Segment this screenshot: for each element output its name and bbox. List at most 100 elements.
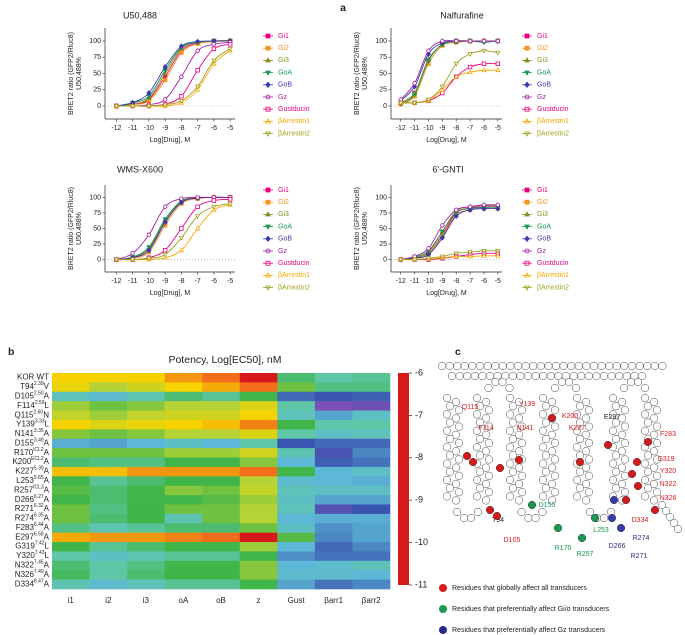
- column-label: Gust: [288, 596, 306, 605]
- heatmap-cell: [52, 401, 90, 411]
- heatmap-cell: [277, 373, 315, 383]
- heatmap-cell: [240, 476, 278, 486]
- residue: [499, 378, 507, 386]
- highlighted-residue: [515, 456, 523, 464]
- row-label: N3227.45A: [15, 560, 50, 570]
- heatmap-cell: [127, 401, 165, 411]
- highlighted-residue: [528, 501, 536, 509]
- heatmap-cell: [315, 504, 353, 514]
- column-label: oB: [216, 596, 226, 605]
- row-label-part: A: [44, 495, 50, 504]
- residue: [575, 362, 583, 370]
- heatmap-cell: [165, 486, 203, 496]
- heatmap-cell: [90, 411, 128, 421]
- residue: [641, 384, 649, 392]
- row-label: F2836.44A: [16, 522, 50, 532]
- heatmap-cell: [52, 542, 90, 552]
- residue: [446, 452, 454, 460]
- residue: [443, 443, 451, 451]
- row-label-part: 2.39: [34, 381, 44, 387]
- y-tick-label: 100: [89, 38, 101, 45]
- heatmap-cell: [202, 542, 240, 552]
- heatmap-cell: [240, 504, 278, 514]
- heatmap-cell: [352, 570, 390, 580]
- residue: [455, 488, 463, 496]
- residue: [644, 419, 652, 427]
- heatmap-cell: [315, 429, 353, 439]
- chart-title: 6'-GNTI: [432, 164, 463, 174]
- row-label: R170ICL2A: [14, 447, 50, 457]
- row-label-part: A: [44, 467, 50, 476]
- y-tick-label: 50: [93, 70, 101, 77]
- row-label-part: D155: [15, 439, 35, 448]
- residue: [471, 372, 479, 380]
- row-label: Q1152.60N: [15, 410, 50, 420]
- residue: [532, 514, 540, 522]
- residue: [576, 484, 584, 492]
- residue: [460, 514, 468, 522]
- residue: [539, 476, 547, 484]
- residue: [582, 497, 590, 505]
- residue: [621, 439, 629, 447]
- residue: [485, 439, 493, 447]
- heatmap-cell: [352, 476, 390, 486]
- residue: [499, 362, 507, 370]
- data-point: [468, 39, 472, 43]
- residue: [506, 427, 514, 435]
- x-tick-label: -11: [410, 125, 420, 132]
- heatmap-cell: [352, 401, 390, 411]
- residue: [473, 476, 481, 484]
- x-tick-label: -12: [396, 278, 406, 285]
- highlighted-residue: [486, 506, 494, 514]
- legend-label: Gi1: [278, 33, 289, 40]
- row-label-part: 7.43: [35, 550, 45, 556]
- residue: [641, 493, 649, 501]
- legend-label: Gi2: [537, 45, 548, 52]
- residue: [573, 476, 581, 484]
- heatmap-cell: [52, 429, 90, 439]
- residue: [621, 472, 629, 480]
- colorbar-tick-label: -8: [415, 452, 423, 462]
- heatmap-cell: [315, 542, 353, 552]
- data-point: [413, 81, 417, 85]
- y-tick-label: 50: [379, 70, 387, 77]
- x-tick-label: -6: [211, 278, 217, 285]
- legend-label: GoA: [278, 223, 292, 230]
- data-point: [482, 62, 486, 66]
- residue: [452, 497, 460, 505]
- legend-label: Residues that globally affect all transd…: [452, 585, 587, 592]
- residue: [585, 439, 593, 447]
- y-tick-label: 25: [93, 241, 101, 248]
- row-label-part: A: [44, 457, 50, 466]
- x-tick-label: -5: [495, 278, 501, 285]
- residue: [653, 439, 661, 447]
- heatmap-cell: [277, 551, 315, 561]
- heatmap-cell: [240, 495, 278, 505]
- heatmap-cell: [127, 542, 165, 552]
- legend-label: Gz: [278, 94, 287, 101]
- residue-label: D155: [539, 502, 556, 509]
- residue: [609, 460, 617, 468]
- heatmap-cell: [315, 392, 353, 402]
- heatmap-cell: [90, 373, 128, 383]
- y-tick-label: 100: [89, 194, 101, 201]
- heatmap-cell: [127, 458, 165, 468]
- heatmap-cell: [240, 429, 278, 439]
- heatmap-cell: [202, 392, 240, 402]
- residue: [455, 439, 463, 447]
- legend-label: Gi3: [278, 211, 289, 218]
- residue: [509, 484, 517, 492]
- residue: [473, 394, 481, 402]
- heatmap-cell: [90, 467, 128, 477]
- residue: [551, 423, 559, 431]
- y-axis-label: BRET2 ratio (GFP2/Rluc8): [354, 32, 361, 115]
- data-point: [180, 51, 184, 55]
- heatmap-cell: [90, 439, 128, 449]
- data-point: [212, 205, 216, 209]
- heatmap-cell: [277, 580, 315, 590]
- heatmap-cell: [202, 467, 240, 477]
- legend-label: Gustducin: [537, 260, 569, 267]
- series-line: [116, 44, 230, 106]
- x-tick-label: -10: [144, 125, 154, 132]
- legend-label: Gustducin: [278, 106, 310, 113]
